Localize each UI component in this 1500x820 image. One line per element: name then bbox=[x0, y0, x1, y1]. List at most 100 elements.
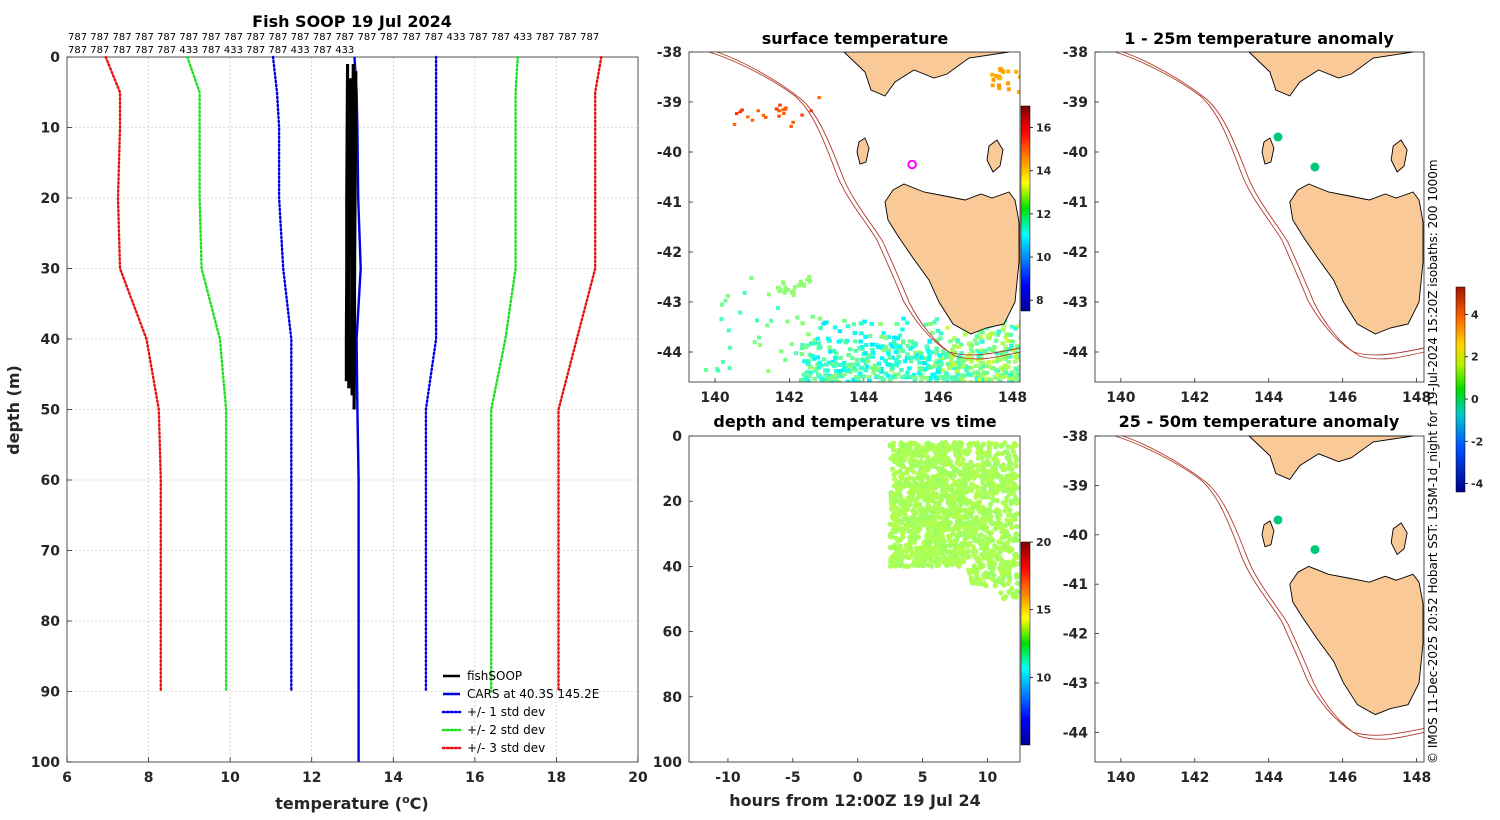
dt-point bbox=[890, 440, 897, 446]
dt-point bbox=[914, 550, 920, 556]
dt-point bbox=[935, 466, 941, 472]
sst-pixel bbox=[974, 379, 980, 382]
sst-title: surface temperature bbox=[762, 29, 949, 48]
dt-point bbox=[1014, 497, 1020, 503]
dt-point bbox=[891, 483, 897, 489]
sst-pixel bbox=[1018, 335, 1020, 340]
dt-x-tick-label: -5 bbox=[785, 770, 801, 786]
sst-pixel bbox=[864, 343, 869, 347]
map-x-tick-label: 146 bbox=[1328, 770, 1357, 786]
dt-point bbox=[899, 553, 906, 559]
sst-pixel bbox=[988, 332, 993, 337]
sst-pixel bbox=[802, 380, 807, 382]
sst-pixel bbox=[896, 360, 902, 364]
sst-pixel bbox=[973, 363, 979, 368]
dt-point bbox=[985, 470, 991, 476]
sst-pixel bbox=[863, 368, 869, 373]
dt-point bbox=[971, 523, 978, 529]
dt-point bbox=[981, 511, 987, 517]
sst-pixel bbox=[800, 113, 804, 117]
sst-pixel bbox=[940, 368, 945, 373]
dt-point bbox=[929, 514, 935, 520]
sst-pixel bbox=[917, 353, 922, 358]
sst-map-area bbox=[703, 52, 1020, 382]
sst-pixel bbox=[958, 358, 964, 363]
sst-pixel bbox=[986, 360, 991, 365]
profile-x-tick-label: 18 bbox=[547, 770, 566, 786]
dt-point bbox=[892, 563, 898, 569]
profile-std2-left bbox=[186, 55, 228, 693]
sst-pixel bbox=[968, 342, 973, 347]
sst-pixel bbox=[975, 370, 981, 375]
sst-pixel bbox=[783, 107, 788, 111]
map-y-tick-label: -38 bbox=[1063, 429, 1088, 445]
sst-pixel bbox=[807, 277, 812, 282]
anom1-map-area bbox=[1115, 52, 1424, 359]
sst-pixel bbox=[993, 338, 999, 343]
dt-point bbox=[952, 553, 959, 559]
colorbar-tick-label: 12 bbox=[1036, 208, 1051, 221]
dt-point bbox=[925, 457, 931, 463]
dt-point bbox=[932, 535, 938, 541]
dt-point bbox=[1009, 466, 1015, 472]
dt-point bbox=[955, 546, 961, 552]
sst-pixel bbox=[933, 375, 939, 380]
dt-point bbox=[990, 537, 996, 543]
dt-point bbox=[919, 494, 925, 500]
sst-pixel bbox=[740, 108, 744, 112]
sst-pixel bbox=[826, 376, 831, 381]
dt-point bbox=[925, 526, 932, 532]
dt-point bbox=[887, 563, 894, 569]
dt-point bbox=[1002, 482, 1008, 488]
map-x-tick-label: 142 bbox=[775, 390, 804, 406]
sst-map: surface temperature 140 142 144 146 148 -38-… bbox=[657, 29, 1052, 406]
dt-point bbox=[1003, 498, 1009, 504]
dt-y-tick-label: 80 bbox=[663, 690, 683, 706]
map-y-tick-label: -42 bbox=[657, 245, 682, 261]
dt-point bbox=[986, 461, 992, 468]
dt-point bbox=[920, 471, 927, 477]
dt-point bbox=[920, 509, 926, 516]
dt-point bbox=[940, 462, 946, 468]
sst-pixel bbox=[805, 277, 810, 282]
dt-point bbox=[897, 493, 903, 499]
sst-pixel bbox=[821, 357, 827, 362]
flinders-island bbox=[1391, 140, 1407, 172]
dt-point bbox=[991, 482, 998, 488]
sst-pixel bbox=[937, 365, 942, 370]
sst-pixel bbox=[934, 358, 940, 363]
isobath-1000m bbox=[1123, 52, 1424, 359]
sst-pixel bbox=[918, 373, 924, 378]
sst-pixel bbox=[848, 369, 853, 374]
sst-pixel bbox=[738, 110, 742, 114]
profile-y-tick-label: 100 bbox=[31, 755, 60, 771]
sst-pixel bbox=[859, 365, 865, 370]
dt-x-tick-label: 0 bbox=[853, 770, 863, 786]
dt-point bbox=[971, 563, 977, 569]
sst-pixel bbox=[879, 366, 884, 371]
sst-pixel bbox=[886, 335, 891, 340]
dt-point bbox=[913, 463, 919, 469]
sst-pixel bbox=[858, 339, 863, 344]
anom2-y-ticks: -38 -39 -40 -41 -42 -43 -44 bbox=[1063, 429, 1099, 741]
dt-point bbox=[890, 515, 896, 522]
sst-pixel bbox=[965, 355, 970, 359]
sst-pixel bbox=[799, 352, 805, 356]
sst-pixel bbox=[1010, 339, 1015, 344]
dt-point bbox=[915, 453, 921, 459]
sst-colorbar bbox=[1020, 105, 1031, 312]
dt-point bbox=[969, 488, 975, 494]
sst-pixel bbox=[933, 363, 938, 368]
dt-point bbox=[936, 480, 942, 486]
dt-point bbox=[939, 440, 945, 446]
dt-point bbox=[996, 523, 1002, 529]
sst-pixel bbox=[1001, 323, 1007, 327]
sst-pixel bbox=[876, 366, 881, 371]
sst-pixel bbox=[817, 96, 821, 100]
sst-pixel bbox=[901, 340, 906, 345]
dt-point bbox=[1009, 585, 1015, 592]
sst-pixel bbox=[716, 368, 721, 373]
dt-point bbox=[935, 458, 941, 464]
sst-pixel bbox=[958, 342, 964, 347]
profile-std3-left bbox=[104, 55, 163, 693]
